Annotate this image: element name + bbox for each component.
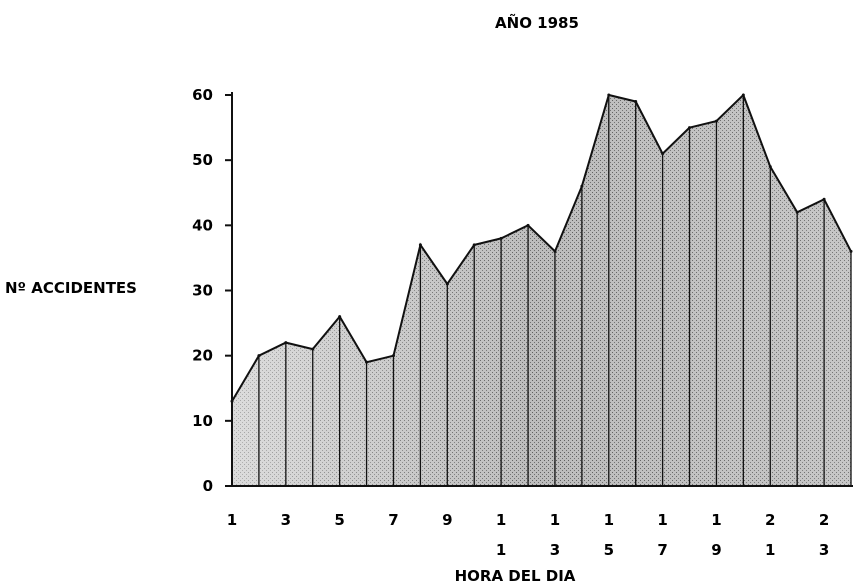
- data-point-hour-7: [391, 354, 395, 358]
- x-tick-label-5-top: 5: [334, 511, 344, 529]
- data-point-hour-3: [284, 341, 288, 345]
- data-point-hour-10: [472, 243, 476, 247]
- x-tick-label-3-top: 3: [281, 511, 291, 529]
- data-point-hour-2: [257, 354, 261, 358]
- data-point-hour-13: [553, 249, 557, 253]
- x-tick-label-21-bottom: 1: [765, 541, 775, 559]
- data-point-hour-15: [607, 93, 611, 97]
- x-tick-label-23-top: 2: [819, 511, 829, 529]
- data-point-hour-23: [822, 197, 826, 201]
- data-point-hour-21: [768, 165, 772, 169]
- y-tick-label-10: 10: [192, 412, 213, 430]
- data-point-hour-5: [338, 315, 342, 319]
- y-axis-label: Nº ACCIDENTES: [5, 279, 137, 297]
- y-tick-label-30: 30: [192, 282, 213, 300]
- data-point-hour-19: [714, 119, 718, 123]
- x-tick-label-13-bottom: 3: [550, 541, 560, 559]
- y-tick-label-60: 60: [192, 86, 213, 104]
- data-point-hour-22: [795, 210, 799, 214]
- x-tick-label-15-top: 1: [604, 511, 614, 529]
- x-tick-label-7-top: 7: [388, 511, 398, 529]
- data-point-hour-4: [311, 347, 315, 351]
- x-axis-label: HORA DEL DIA: [455, 567, 576, 585]
- chart-title: AÑO 1985: [495, 13, 579, 32]
- data-point-hour-14: [580, 184, 584, 188]
- x-tick-label-11-bottom: 1: [496, 541, 506, 559]
- accidents-series-line: [231, 93, 852, 402]
- y-tick-label-40: 40: [192, 216, 213, 234]
- y-tick-label-50: 50: [192, 151, 213, 169]
- x-tick-label-21-top: 2: [765, 511, 775, 529]
- data-point-hour-12: [526, 223, 530, 227]
- x-tick-label-11-top: 1: [496, 511, 506, 529]
- data-point-hour-24: [849, 249, 853, 253]
- y-tick-label-0: 0: [203, 477, 213, 495]
- x-tick-label-19-bottom: 9: [711, 541, 721, 559]
- x-tick-label-17-bottom: 7: [657, 541, 667, 559]
- data-point-hour-9: [445, 282, 449, 286]
- axis-layer: [225, 92, 853, 487]
- area-layer: [230, 93, 853, 486]
- data-point-hour-8: [418, 243, 422, 247]
- x-tick-label-9-top: 9: [442, 511, 452, 529]
- y-tick-label-20: 20: [192, 347, 213, 365]
- data-point-hour-18: [688, 126, 692, 130]
- x-tick-label-17-top: 1: [657, 511, 667, 529]
- data-point-hour-16: [634, 100, 638, 104]
- data-point-hour-11: [499, 236, 503, 240]
- data-point-hour-20: [741, 93, 745, 97]
- x-tick-label-19-top: 1: [711, 511, 721, 529]
- area-shade: [232, 95, 851, 486]
- data-point-hour-6: [365, 360, 369, 364]
- data-point-hour-17: [661, 152, 665, 156]
- x-tick-label-15-bottom: 5: [604, 541, 614, 559]
- x-tick-label-13-top: 1: [550, 511, 560, 529]
- y-tick-labels: 0 10 20 30 40 50 60: [192, 86, 213, 495]
- x-tick-label-23-bottom: 3: [819, 541, 829, 559]
- x-tick-label-1-top: 1: [227, 511, 237, 529]
